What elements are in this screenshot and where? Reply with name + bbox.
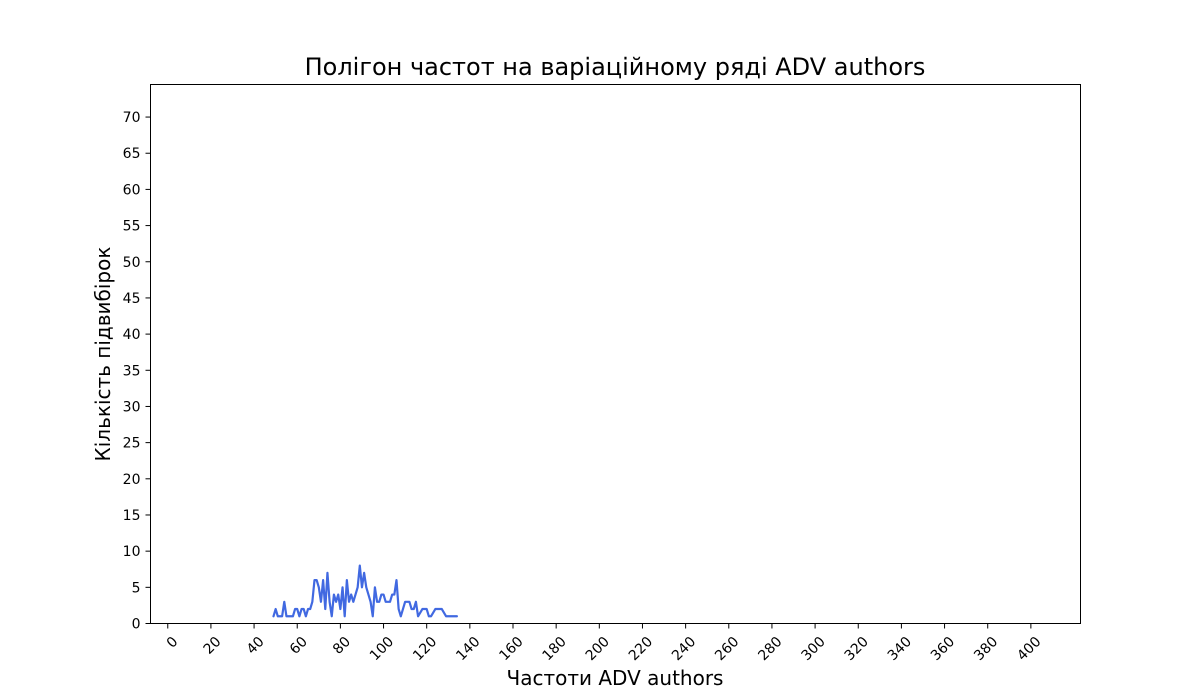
x-tick-label: 260 [712,634,742,664]
y-tick-label: 0 [132,617,141,633]
y-tick-label: 35 [123,363,141,379]
x-tick-label: 220 [626,634,656,664]
y-axis-ticks: 0 5 10 15 20 25 30 35 40 45 50 55 60 65 70 [123,110,151,633]
y-tick-label: 10 [123,544,141,560]
y-tick-label: 15 [123,508,141,524]
x-tick-label: 340 [885,634,915,664]
x-tick-label: 400 [1014,634,1044,664]
x-axis-ticks: 0 20 40 60 80 100 120 140 160 180 200 220 240 260 280 3… [164,623,1044,664]
y-tick-label: 55 [123,219,141,235]
x-tick-label: 140 [453,634,483,664]
x-tick-label: 280 [755,634,785,664]
x-tick-label: 160 [496,634,526,664]
series-group [272,564,458,618]
x-tick-label: 300 [798,634,828,664]
y-tick-label: 65 [123,146,141,162]
y-tick-label: 50 [123,255,141,271]
x-tick-label: 100 [367,634,397,664]
x-tick-label: 240 [669,634,699,664]
x-tick-label: 60 [287,634,311,658]
y-tick-label: 45 [123,291,141,307]
y-axis-title: Кількість підвибірок [91,247,115,462]
y-tick-label: 25 [123,436,141,452]
plot-frame [150,84,1081,624]
y-tick-label: 60 [123,182,141,198]
x-tick-label: 120 [410,634,440,664]
y-tick-label: 40 [123,327,141,343]
x-axis-title: Частоти ADV authors [507,666,724,690]
chart-title: Полігон частот на варіаційному ряді ADV … [305,53,926,81]
x-tick-label: 180 [540,634,570,664]
x-tick-label: 380 [971,634,1001,664]
x-tick-label: 40 [244,634,268,658]
x-tick-label: 0 [164,634,182,652]
y-tick-label: 5 [132,580,141,596]
series-line [272,564,458,618]
y-tick-label: 70 [123,110,141,126]
x-tick-label: 80 [330,634,354,658]
x-tick-label: 360 [928,634,958,664]
y-tick-label: 20 [123,472,141,488]
x-tick-label: 20 [201,634,225,658]
y-tick-label: 30 [123,399,141,415]
x-tick-label: 200 [583,634,613,664]
x-tick-label: 320 [842,634,872,664]
